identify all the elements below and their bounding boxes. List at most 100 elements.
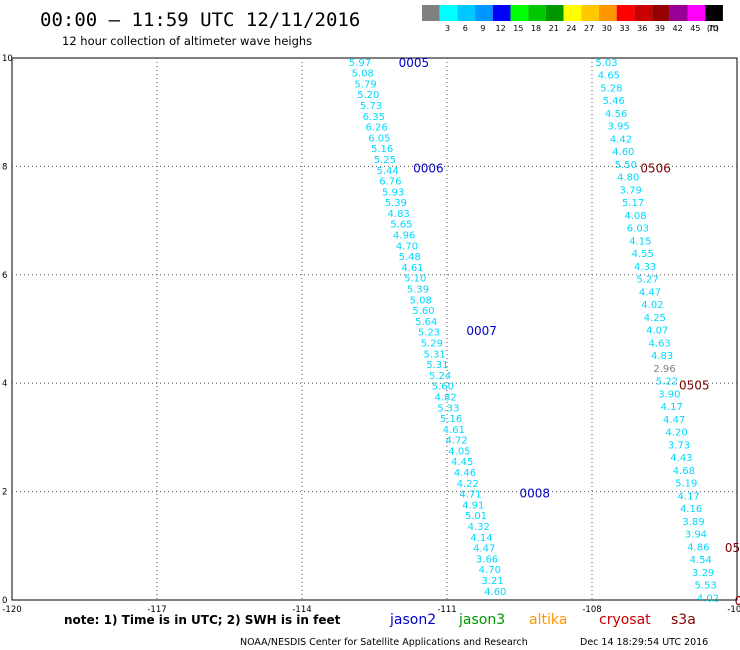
swh-value: 3.73 xyxy=(668,440,690,451)
legend-bin-label: 33 xyxy=(619,24,629,33)
swh-value: 4.02 xyxy=(697,593,719,604)
swh-value: 5.20 xyxy=(357,90,379,101)
pass-number-label: 0006 xyxy=(413,161,444,175)
swh-value: 4.16 xyxy=(680,504,702,515)
swh-value: 4.15 xyxy=(629,236,651,247)
swh-value: 4.25 xyxy=(644,313,666,324)
swh-value: 4.17 xyxy=(678,491,700,502)
swh-value: 4.17 xyxy=(661,402,683,413)
swh-value: 5.16 xyxy=(371,144,393,155)
track-cryosat: 5.03 4.655.28 5.46 4.56 3.954.42 4.60 5.50 4.80… xyxy=(595,58,740,608)
swh-value: 4.65 xyxy=(598,71,620,82)
swh-value: 5.33 xyxy=(437,403,459,414)
swh-value: 5.73 xyxy=(360,101,382,112)
legend-swatch xyxy=(439,5,458,21)
pass-number-label: 050 xyxy=(725,541,740,555)
swh-value: 4.42 xyxy=(610,134,632,145)
swh-value: 5.60 xyxy=(412,306,434,317)
track-jason2: 5.975.085.795.205.736.356.266.055.165.25… xyxy=(349,56,550,598)
swh-value: 5.53 xyxy=(694,581,716,592)
swh-value: 6.76 xyxy=(379,177,401,188)
legend-swatch xyxy=(652,5,670,21)
plot-area: -120-117-114-111-108-1050246810 5.975.08… xyxy=(2,54,740,615)
pass-number-label: 0008 xyxy=(520,487,551,501)
legend-bin-label: 27 xyxy=(584,24,594,33)
color-legend: 3 6 9 12 15 18 21 24 27 30 33 36 39 42 45 70(ft) xyxy=(422,5,723,33)
swh-value: 3.94 xyxy=(685,530,707,541)
legend-bin-label: 24 xyxy=(566,24,576,33)
swh-value: 4.55 xyxy=(632,249,654,260)
y-tick-label: 4 xyxy=(2,379,7,389)
swh-value: 3.66 xyxy=(476,554,498,565)
legend-swatch xyxy=(475,5,493,21)
pass-number-label: 0505 xyxy=(679,378,710,392)
footer-timestamp: Dec 14 18:29:54 UTC 2016 xyxy=(580,637,708,648)
swh-value: 5.24 xyxy=(429,371,451,382)
legend-bin-label: 3 xyxy=(445,24,450,33)
swh-value: 2.96 xyxy=(653,364,675,375)
legend-swatch xyxy=(545,5,564,21)
y-tick-label: 8 xyxy=(2,162,7,172)
x-tick-label: -120 xyxy=(2,605,21,615)
swh-value: 5.44 xyxy=(376,166,398,177)
swh-value: 5.01 xyxy=(465,511,487,522)
swh-value: 5.60 xyxy=(432,382,454,393)
legend-bin-label: 12 xyxy=(496,24,506,33)
swh-value: 4.61 xyxy=(401,263,423,274)
swh-value: 3.79 xyxy=(620,185,642,196)
swh-value: 6.05 xyxy=(368,133,390,144)
swh-value: 3.89 xyxy=(682,517,704,528)
x-tick-label: -117 xyxy=(147,605,166,615)
pass-number-label: 0007 xyxy=(466,324,497,338)
swh-value: 5.08 xyxy=(352,69,374,80)
swh-value: 4.61 xyxy=(443,425,465,436)
swh-value: 5.65 xyxy=(390,220,412,231)
swh-value: 3.21 xyxy=(481,576,503,587)
swh-value: 5.25 xyxy=(374,155,396,166)
x-tick-label: -105 xyxy=(727,605,740,615)
swh-value: 4.63 xyxy=(649,338,671,349)
satellite-legend-altika: altika xyxy=(529,612,567,628)
swh-value: 5.03 xyxy=(595,58,617,69)
swh-value: 4.70 xyxy=(479,565,501,576)
swh-value: 4.22 xyxy=(457,479,479,490)
swh-value: 5.10 xyxy=(404,274,426,285)
swh-value: 5.97 xyxy=(349,58,371,69)
swh-value: 6.26 xyxy=(365,123,387,134)
swh-value: 4.05 xyxy=(448,446,470,457)
legend-unit: (ft) xyxy=(707,24,719,33)
swh-value: 5.08 xyxy=(410,295,432,306)
swh-value: 4.43 xyxy=(670,453,692,464)
swh-value: 4.60 xyxy=(484,587,506,598)
legend-bin-label: 15 xyxy=(513,24,523,33)
legend-bin-label: 9 xyxy=(480,24,485,33)
page-subtitle: 12 hour collection of altimeter wave hei… xyxy=(62,34,312,48)
swh-value: 4.54 xyxy=(690,555,712,566)
swh-value: 5.39 xyxy=(385,198,407,209)
grid-lines xyxy=(12,58,737,600)
swh-value: 4.47 xyxy=(639,287,661,298)
legend-swatch xyxy=(687,5,706,21)
pass-number-label: 0506 xyxy=(640,161,671,175)
swh-value: 5.29 xyxy=(421,338,443,349)
satellite-legend-jason3: jason3 xyxy=(458,612,505,628)
swh-value: 4.33 xyxy=(634,262,656,273)
swh-value: 4.96 xyxy=(393,231,415,242)
legend-swatch xyxy=(492,5,511,21)
swh-value: 4.71 xyxy=(459,490,481,501)
swh-value: 5.46 xyxy=(603,96,625,107)
footer-note: note: 1) Time is in UTC; 2) SWH is in fe… xyxy=(64,613,341,627)
swh-value: 5.17 xyxy=(622,198,644,209)
satellite-legend-cryosat: cryosat xyxy=(599,612,651,628)
swh-value: 5.22 xyxy=(656,377,678,388)
swh-value: 5.31 xyxy=(423,349,445,360)
legend-swatch xyxy=(457,5,476,21)
swh-value: 4.47 xyxy=(663,415,685,426)
legend-swatch xyxy=(528,5,546,21)
legend-swatch xyxy=(510,5,529,21)
swh-value: 5.31 xyxy=(426,360,448,371)
pass-number-label: 05 xyxy=(735,594,740,608)
swh-value: 4.02 xyxy=(641,300,663,311)
x-tick-label: -114 xyxy=(292,605,311,615)
